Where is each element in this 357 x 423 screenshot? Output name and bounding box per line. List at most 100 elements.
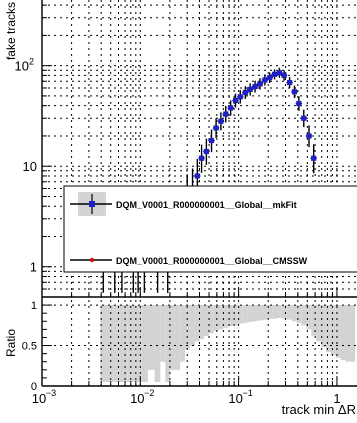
data-point-marker: [247, 86, 253, 93]
ratio-band-bin: [340, 305, 346, 361]
ratio-band-bin: [189, 305, 195, 346]
ratio-band-bin: [262, 305, 268, 320]
data-point-marker: [194, 173, 200, 179]
data-point-marker: [281, 72, 287, 79]
ratio-band-bin: [223, 305, 229, 328]
ratio-band-bin: [345, 305, 351, 362]
legend-marker-mkfit: [89, 201, 95, 207]
ratio-y-tick-label: 0: [31, 381, 37, 393]
ratio-band-bin: [180, 305, 185, 362]
ratio-band-bin: [257, 305, 263, 321]
x-tick-label: 10: [130, 391, 144, 406]
ratio-band-bin: [330, 305, 336, 356]
data-point-marker: [306, 133, 312, 139]
data-point-marker: [257, 81, 263, 87]
data-point-marker: [311, 155, 317, 161]
legend-box: [63, 185, 357, 273]
data-point-marker: [252, 83, 258, 90]
ratio-band-bin: [228, 305, 234, 327]
legend-entry-cmssw: DQM_V0001_R000000001__Global__CMSSW: [116, 256, 308, 266]
x-tick-label-exponent: −1: [242, 388, 252, 398]
ratio-band: [100, 305, 356, 382]
ratio-band-bin: [199, 305, 204, 340]
y-tick-label-exponent: 2: [29, 57, 34, 67]
ratio-band-bin: [316, 305, 322, 342]
data-point-marker: [296, 100, 302, 107]
ratio-y-tick-label: 0.5: [22, 341, 37, 353]
ratio-band-bin: [174, 305, 181, 370]
data-point-marker: [223, 111, 229, 117]
ratio-band-bin: [118, 305, 128, 382]
ratio-band-bin: [252, 305, 258, 322]
ratio-band-bin: [165, 305, 170, 382]
ratio-band-bin: [292, 305, 297, 322]
ratio-band-bin: [147, 305, 155, 370]
ratio-band-bin: [218, 305, 224, 330]
x-tick-label: 1: [333, 391, 340, 406]
data-point-marker: [232, 97, 239, 104]
ratio-band-bin: [301, 305, 307, 326]
ratio-band-bin: [296, 305, 302, 323]
ratio-band-bin: [321, 305, 326, 348]
ratio-band-bin: [141, 305, 148, 382]
y-axis-label: fake tracks: [4, 2, 18, 60]
data-point-marker: [208, 137, 215, 144]
ratio-band-bin: [160, 305, 166, 362]
ratio-band-bin: [247, 305, 253, 323]
y-tick-label: 10: [23, 159, 37, 174]
data-point-marker: [291, 89, 298, 95]
data-point-marker: [267, 75, 273, 81]
data-point-marker: [218, 118, 224, 124]
ratio-band-bin: [194, 305, 200, 342]
ratio-band-bin: [184, 305, 190, 350]
ratio-band-bin: [350, 305, 356, 362]
axes: [41, 0, 357, 387]
data-point-marker: [286, 79, 293, 86]
ratio-band-bin: [325, 305, 331, 353]
ratio-y-tick-label: 1: [31, 300, 37, 312]
ratio-band-bin: [154, 305, 161, 382]
ratio-band-bin: [286, 305, 293, 320]
legend-entry-mkfit: DQM_V0001_R000000001__Global__mkFit: [116, 200, 297, 210]
ratio-band-bin: [237, 305, 243, 324]
legend: DQM_V0001_R000000001__Global__mkFit DQM_…: [63, 185, 357, 273]
x-tick-label-exponent: −2: [144, 388, 154, 398]
data-point-marker: [237, 94, 243, 100]
ratio-band-bin: [272, 305, 277, 319]
ratio-band-bin: [267, 305, 273, 319]
ratio-band-bin: [306, 305, 312, 330]
ratio-band-bin: [281, 305, 287, 319]
ratio-band-bin: [311, 305, 317, 336]
y-tick-label: 10: [15, 59, 29, 74]
x-axis-label: track min ΔR: [282, 402, 356, 417]
data-point-marker: [242, 89, 248, 96]
data-point-marker: [198, 155, 205, 161]
ratio-band-bin: [109, 305, 119, 382]
ratio-band-bin: [169, 305, 175, 370]
data-point-marker: [301, 115, 307, 121]
data-point-marker: [276, 70, 283, 76]
x-tick-label-exponent: −3: [46, 388, 56, 398]
ratio-band-bin: [242, 305, 248, 323]
data-point-marker: [203, 148, 209, 155]
x-tick-label: 10: [228, 391, 242, 406]
ratio-band-bin: [276, 305, 282, 319]
ratio-band-bin: [203, 305, 209, 336]
x-tick-label: 10: [32, 391, 46, 406]
legend-marker-cmssw: [89, 257, 95, 263]
ratio-band-bin: [100, 305, 110, 382]
y-tick-label: 1: [30, 260, 37, 275]
ratio-band-bin: [213, 305, 219, 331]
ratio-band-bin: [208, 305, 214, 334]
ratio-band-bin: [127, 305, 136, 382]
ratio-band-bin: [135, 305, 142, 382]
data-point-marker: [213, 125, 219, 131]
ratio-y-axis-label: Ratio: [4, 329, 18, 357]
ratio-band-bin: [335, 305, 341, 358]
data-point-marker: [271, 71, 278, 77]
data-point-marker: [228, 105, 234, 111]
data-point-marker: [262, 77, 268, 83]
ratio-band-bin: [233, 305, 238, 326]
